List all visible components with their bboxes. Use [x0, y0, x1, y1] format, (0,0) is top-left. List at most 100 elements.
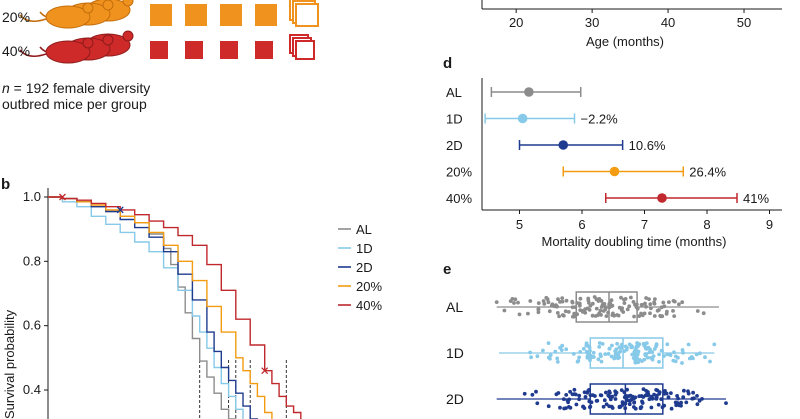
stacked-squares-20pct-icon	[289, 0, 319, 27]
panel-d-ticks: 5 6 7 8 9	[516, 210, 773, 232]
mouse-ear	[102, 0, 114, 11]
panel-e-point	[632, 314, 636, 319]
row-label-20: 20%	[2, 9, 30, 25]
panel-b-ytick-label: 0.4	[23, 382, 41, 397]
panel-d-mortality-doubling: d 5 6 7 8 9 AL 1D −2.2% 2D 10.6% 20% 26.4% 40% 41% M…	[443, 55, 782, 249]
panel-e-point	[648, 302, 653, 307]
panel-e-point	[632, 400, 637, 405]
panel-e-point	[658, 314, 663, 319]
panel-c-age-axis: 20 30 40 50 Age (months)	[481, 0, 782, 49]
panel-e-point	[667, 300, 671, 304]
panel-e-point	[626, 394, 630, 398]
panel-e-point	[591, 350, 596, 355]
panel-e-point	[672, 350, 676, 355]
panel-e-point	[599, 313, 603, 317]
censor-mark-icon	[261, 367, 269, 375]
mouse-ear	[82, 2, 94, 14]
row-label-40: 40%	[2, 43, 30, 59]
stacked-squares-40pct-icon	[289, 34, 315, 60]
panel-e-point	[557, 314, 561, 319]
mouse-20pct-3	[19, 2, 94, 29]
note-rest: = 192 female diversity	[10, 80, 150, 96]
panel-e-point	[574, 402, 579, 407]
panel-e-point	[629, 295, 633, 300]
panel-e-point	[669, 391, 673, 395]
panel-e-point	[594, 297, 599, 302]
panel-e-point	[675, 394, 679, 398]
stacked-square	[295, 40, 315, 60]
diet-square-40pct-3	[220, 41, 238, 59]
survival-curve-2d	[48, 196, 259, 419]
mouse-ear	[102, 34, 114, 46]
panel-e-point	[604, 402, 609, 407]
censor-stroke	[58, 193, 66, 201]
panel-e-point	[631, 300, 636, 304]
panel-e-point	[607, 346, 612, 351]
panel-e-point	[546, 300, 551, 305]
panel-d-row-label-40pct: 40%	[446, 191, 472, 206]
survival-curve-40pct	[48, 196, 302, 419]
panel-d-row-label-20pct: 20%	[446, 165, 472, 180]
panel-e-point	[555, 356, 560, 361]
panel-e-point	[680, 361, 684, 365]
panel-b-yticks: 0.4 0.6 0.8 1.0	[23, 189, 48, 397]
panel-e-point	[627, 398, 631, 403]
panel-e-point	[648, 311, 652, 316]
panel-e-point	[647, 297, 651, 301]
panel-e-point	[636, 360, 641, 365]
group-size-note-line2: outbred mice per group	[2, 96, 147, 112]
panel-e-point	[546, 355, 551, 360]
panel-e-point	[627, 342, 632, 347]
legend-label-20pct: 20%	[356, 279, 382, 294]
panel-e-point	[619, 295, 623, 300]
panel-e-point	[657, 352, 661, 357]
panel-e-point	[636, 349, 641, 354]
panel-d-annotation-40pct: 41%	[743, 191, 769, 206]
panel-e-label: e	[443, 261, 451, 278]
panel-e-point	[662, 391, 667, 396]
panel-a: 20% 40% n = 192 female diversity outbred…	[2, 0, 319, 112]
survival-curve-20pct	[48, 196, 273, 419]
panel-e-point	[578, 308, 583, 312]
panel-e-point	[541, 299, 546, 303]
panel-e-point	[590, 313, 595, 318]
panel-d-point-2d	[558, 140, 569, 150]
panel-e-point	[645, 355, 650, 360]
panel-e-point	[577, 355, 581, 360]
panel-e-point	[494, 300, 499, 304]
panel-c-tick-label: 30	[585, 15, 599, 30]
panel-d-row-label-1d: 1D	[446, 112, 463, 127]
panel-e-point	[512, 301, 516, 305]
panel-e-point	[615, 341, 619, 346]
panel-e-point	[665, 342, 670, 347]
panel-e-point	[566, 400, 570, 405]
panel-e-point	[526, 311, 530, 316]
panel-e-point	[614, 347, 619, 352]
panel-e-point	[572, 314, 576, 319]
panel-e-point	[629, 345, 634, 350]
censor-stroke	[261, 367, 269, 375]
panel-e-point	[560, 296, 565, 300]
panel-d-row-label-al: AL	[446, 85, 462, 100]
panel-d-xlabel: Mortality doubling time (months)	[542, 234, 727, 249]
stacked-square	[295, 3, 319, 27]
legend-label-40pct: 40%	[356, 298, 382, 313]
panel-e-point	[516, 300, 520, 305]
panel-e-point	[555, 360, 560, 364]
panel-e-point	[692, 396, 696, 401]
panel-d-point-40pct	[657, 193, 667, 203]
panel-e-point	[691, 356, 695, 361]
panel-e-point	[547, 309, 552, 314]
panel-e-point	[536, 301, 541, 305]
panel-e-point	[641, 387, 646, 391]
panel-e-point	[608, 397, 613, 402]
panel-e-point	[570, 392, 575, 397]
panel-e-point	[568, 389, 572, 394]
diet-square-40pct-2	[185, 41, 203, 59]
panel-e-point	[621, 310, 626, 314]
panel-e-point	[609, 298, 614, 303]
diet-square-20pct-2	[185, 4, 207, 26]
panel-e-point	[665, 309, 669, 314]
panel-e-box-al	[575, 291, 638, 323]
panel-d-annotation-20pct: 26.4%	[689, 165, 726, 180]
